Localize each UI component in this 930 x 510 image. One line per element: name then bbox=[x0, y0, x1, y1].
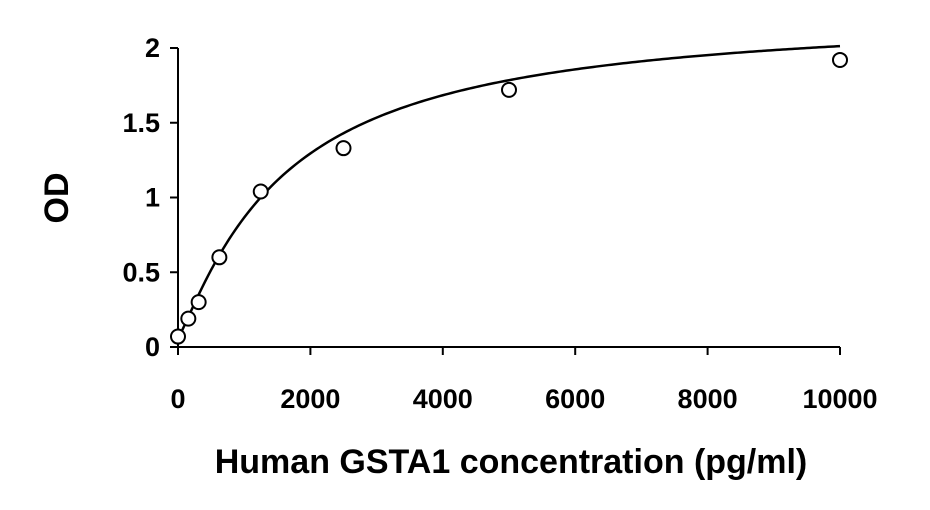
data-point bbox=[211, 249, 228, 266]
data-point bbox=[335, 140, 352, 157]
y-axis-title: OD bbox=[38, 173, 76, 224]
data-point bbox=[252, 183, 269, 200]
data-point bbox=[501, 81, 517, 98]
data-point bbox=[190, 294, 207, 311]
y-tick-label: 1.5 bbox=[122, 108, 160, 138]
x-tick-label: 2000 bbox=[280, 384, 340, 414]
x-tick-label: 4000 bbox=[413, 384, 473, 414]
x-tick-label: 0 bbox=[170, 384, 185, 414]
data-point bbox=[170, 328, 186, 345]
y-tick-label: 2 bbox=[145, 33, 160, 63]
y-ticks: 0 0.5 1 1.5 2 bbox=[122, 33, 178, 362]
data-point bbox=[832, 51, 848, 68]
y-tick-label: 0.5 bbox=[122, 257, 160, 287]
y-tick-label: 1 bbox=[145, 183, 160, 213]
x-ticks: 0 2000 4000 6000 8000 10000 bbox=[170, 347, 878, 414]
y-tick-label: 0 bbox=[145, 332, 160, 362]
data-points bbox=[170, 51, 848, 345]
x-tick-label: 6000 bbox=[545, 384, 605, 414]
x-tick-label: 10000 bbox=[802, 384, 877, 414]
x-tick-label: 8000 bbox=[678, 384, 738, 414]
fit-curve bbox=[176, 44, 841, 339]
data-point bbox=[180, 310, 197, 327]
x-axis-title: Human GSTA1 concentration (pg/ml) bbox=[215, 443, 808, 481]
